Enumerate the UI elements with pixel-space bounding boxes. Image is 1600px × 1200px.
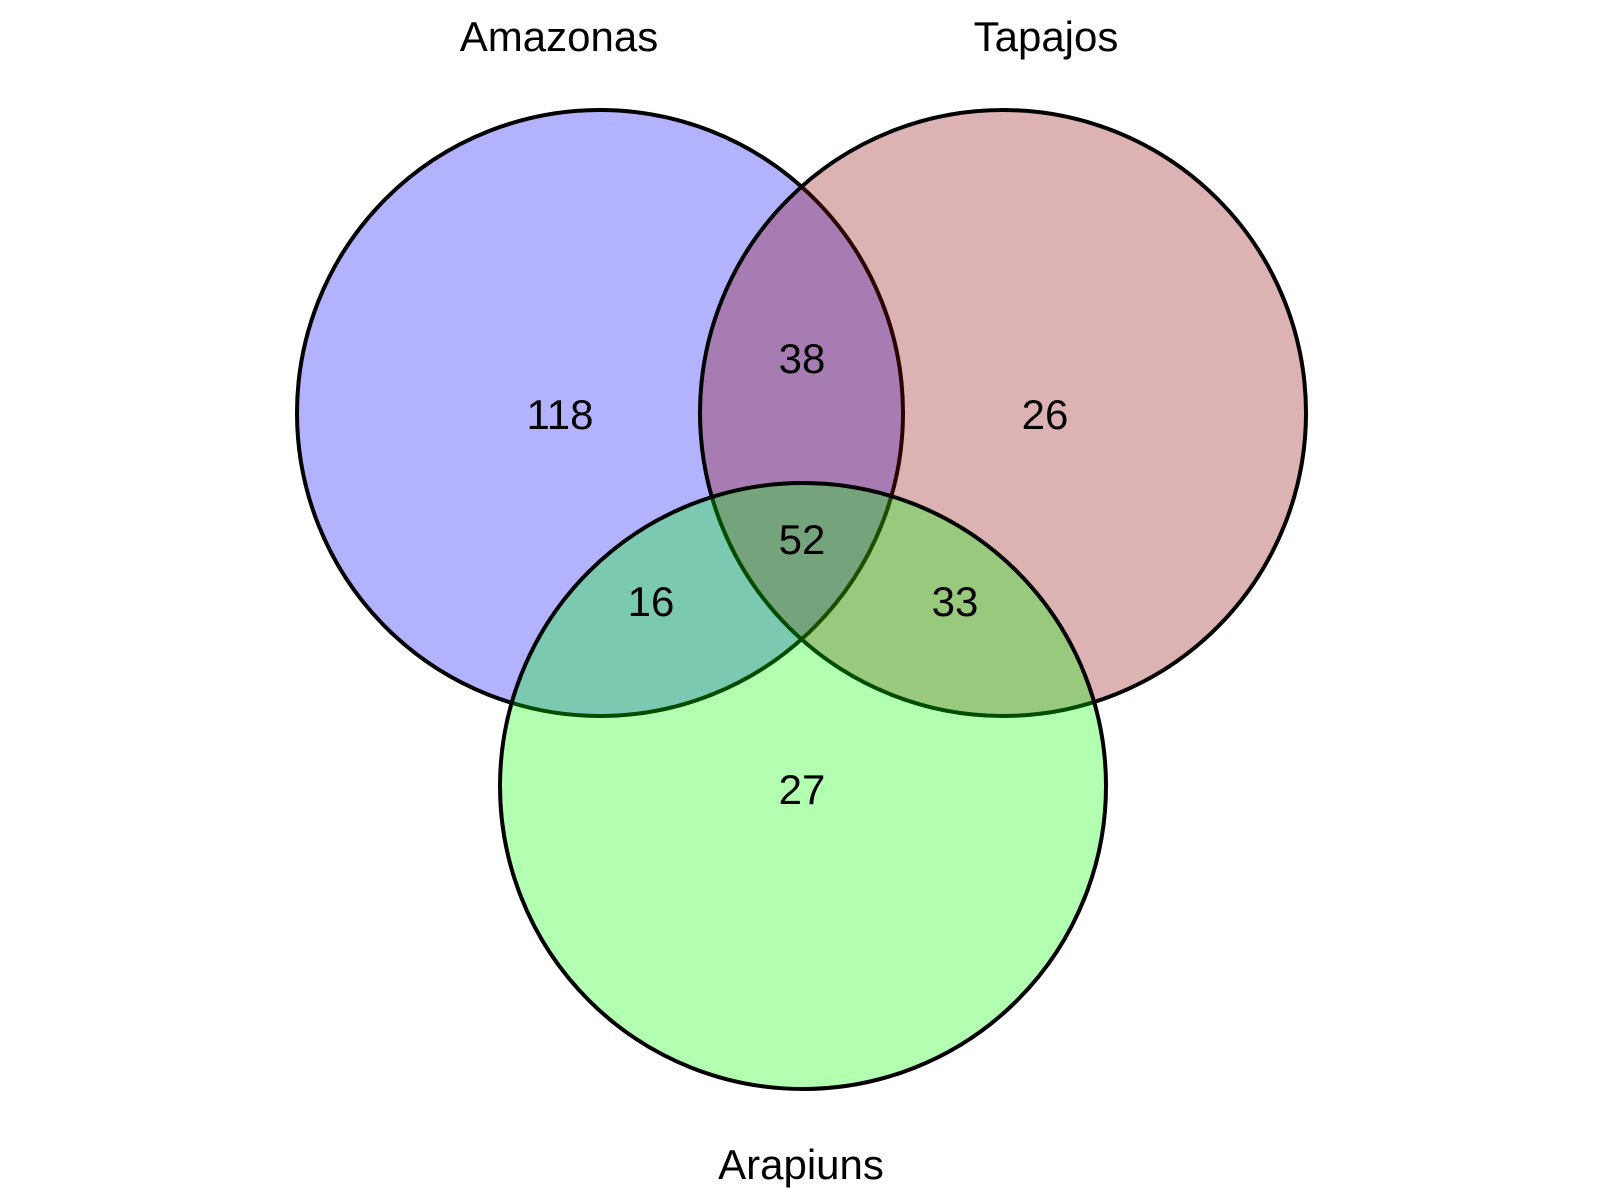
amazonas-tapajos-count: 38 [779,335,826,382]
all-three-count: 52 [779,516,826,563]
tapajos-circle [698,108,1308,718]
amazonas-circle [295,108,905,718]
arapiuns-only-count: 27 [779,766,826,813]
tapajos-arapiuns-count: 33 [932,578,979,625]
arapiuns-circle [498,481,1108,1091]
amazonas-only-count: 118 [527,391,594,438]
amazonas-arapiuns-count: 16 [628,578,675,625]
tapajos-label: Tapajos [974,13,1119,60]
arapiuns-label: Arapiuns [718,1141,884,1188]
tapajos-only-count: 26 [1022,391,1069,438]
amazonas-label: Amazonas [460,13,658,60]
